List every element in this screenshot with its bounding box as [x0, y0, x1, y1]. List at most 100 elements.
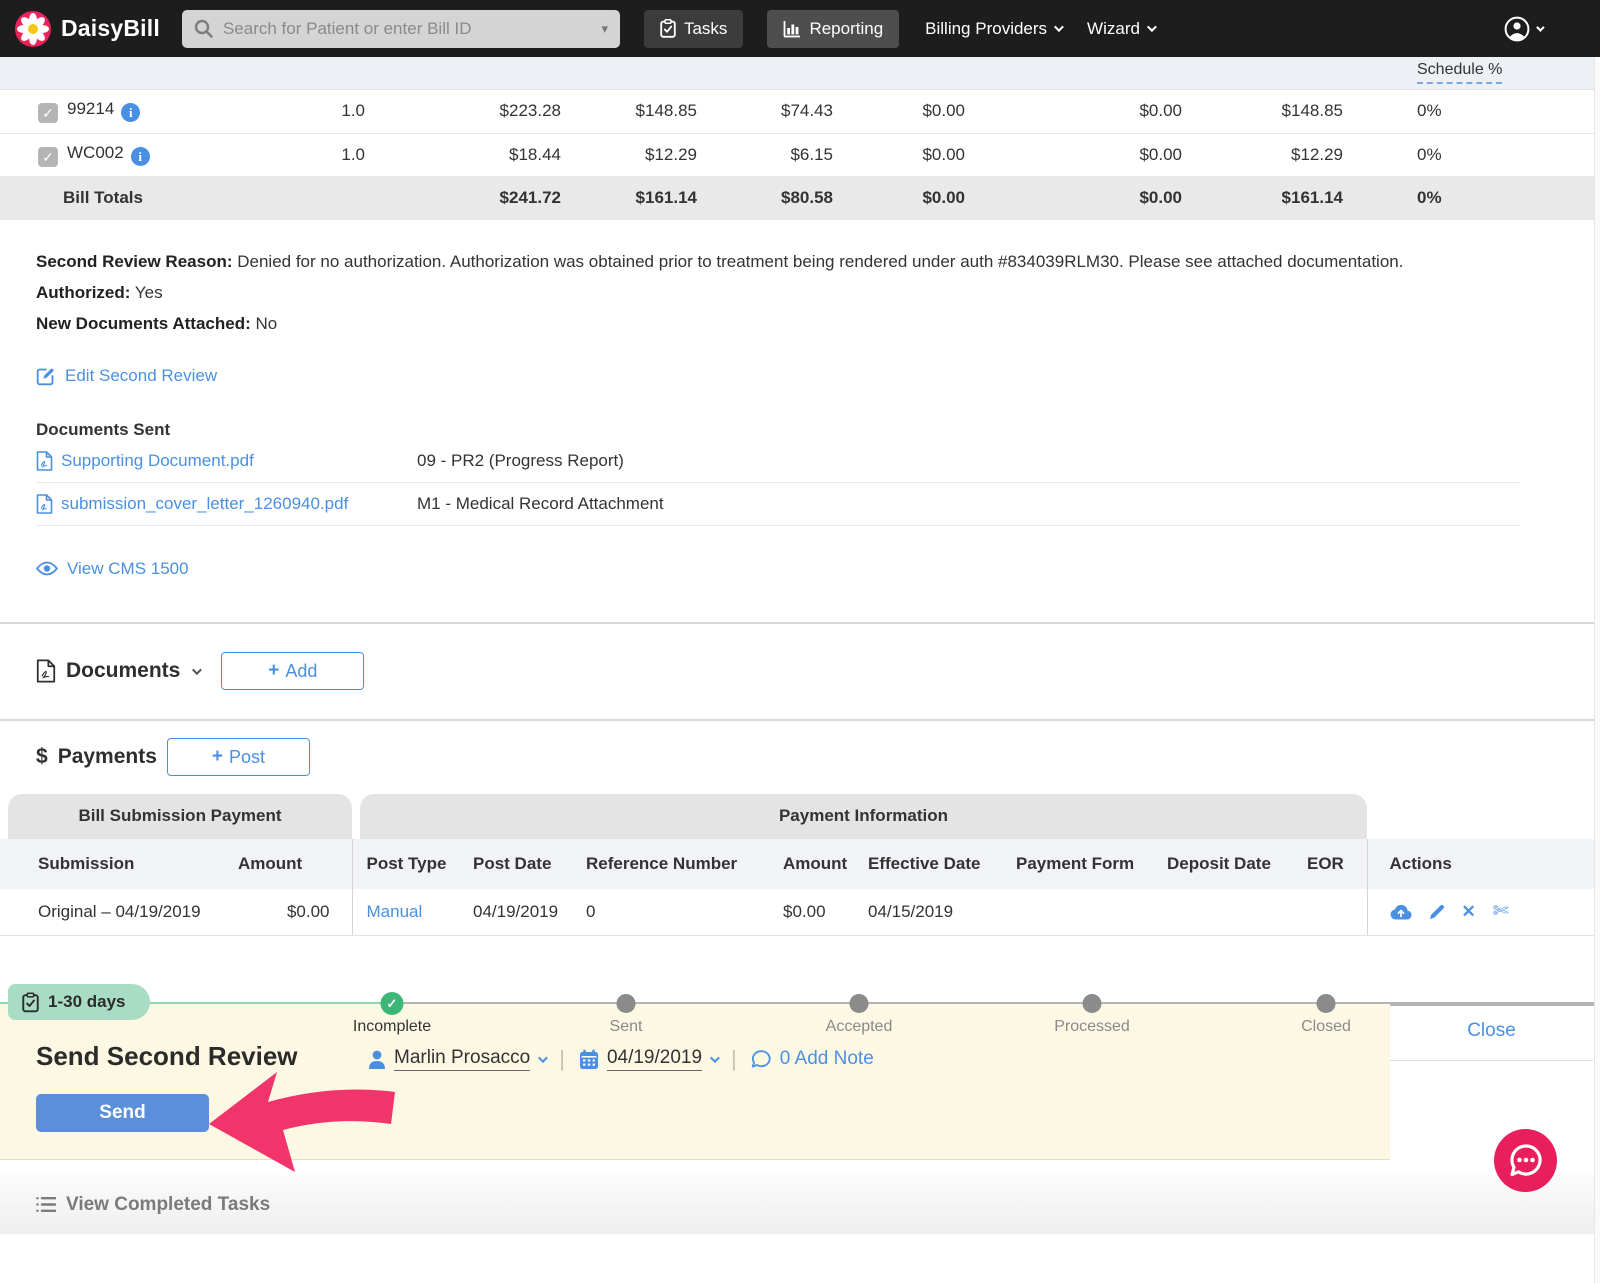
edit-pencil-icon — [36, 366, 56, 386]
procedure-code: 99214 — [67, 99, 115, 119]
scrollbar-track[interactable] — [1594, 57, 1600, 1283]
new-documents-line: New Documents Attached: No — [36, 308, 1520, 339]
total-balance: $161.14 — [1182, 176, 1343, 220]
effective-date-cell: 04/15/2019 — [868, 888, 1016, 936]
document-type: M1 - Medical Record Attachment — [417, 493, 664, 513]
pdf-file-icon — [36, 493, 53, 514]
deposit-date-cell — [1167, 888, 1307, 936]
timeline-label-processed: Processed — [1054, 1018, 1130, 1035]
total-schedule: 0% — [1343, 176, 1600, 220]
search-box[interactable]: ▾ — [181, 9, 620, 48]
timeline-node-processed — [1082, 994, 1102, 1013]
post-payment-button[interactable]: + Post — [166, 738, 310, 776]
total-paid: $0.00 — [833, 176, 965, 220]
add-document-button[interactable]: + Add — [221, 652, 365, 690]
edit-second-review-link[interactable]: Edit Second Review — [36, 366, 1600, 386]
upload-eor-icon[interactable] — [1390, 904, 1412, 920]
account-menu[interactable] — [1504, 16, 1545, 42]
bill-totals-label: Bill Totals — [0, 176, 300, 220]
task-title: Send Second Review — [36, 1041, 298, 1071]
plus-icon: + — [268, 660, 280, 681]
paid-cell: $0.00 — [965, 90, 1182, 134]
daisybill-logo-icon — [14, 10, 52, 48]
search-icon — [194, 19, 213, 38]
document-link[interactable]: submission_cover_letter_1260940.pdf — [36, 494, 417, 514]
payment-form-cell — [1016, 888, 1167, 936]
due-date-value[interactable]: 04/19/2019 — [606, 1047, 703, 1071]
post-button-label: Post — [228, 746, 265, 767]
tasks-button[interactable]: Tasks — [643, 9, 744, 48]
column-header: Amount — [238, 838, 352, 889]
top-nav: DaisyBill ▾ Tasks Reporting Billing Prov… — [0, 0, 1600, 57]
chat-bubble-icon — [1506, 1141, 1546, 1181]
charged-cell: $18.44 — [365, 133, 561, 177]
info-icon[interactable]: i — [130, 146, 150, 166]
post-type-link[interactable]: Manual — [351, 888, 473, 936]
adjustment-cell: $74.43 — [697, 90, 833, 134]
view-cms-1500-link[interactable]: View CMS 1500 — [36, 559, 1600, 579]
search-input[interactable] — [222, 18, 594, 39]
authorized-label: Authorized: — [36, 282, 131, 302]
total-paid: $0.00 — [965, 176, 1182, 220]
schedule-percent-header[interactable]: Schedule % — [1417, 61, 1503, 84]
reporting-button[interactable]: Reporting — [767, 9, 900, 48]
second-review-reason: Second Review Reason: Denied for no auth… — [36, 246, 1520, 277]
list-item: submission_cover_letter_1260940.pdf M1 -… — [36, 483, 1520, 526]
chevron-down-icon — [1536, 22, 1545, 32]
paid-cell: $0.00 — [833, 133, 965, 177]
chevron-down-icon — [538, 1052, 549, 1063]
new-documents-label: New Documents Attached: — [36, 313, 251, 333]
table-row: ✓ WC002 i 1.0 $18.44 $12.29 $6.15 $0.00 $0… — [0, 133, 1600, 177]
column-header: Post Date — [473, 838, 586, 889]
wizard-menu[interactable]: Wizard — [1087, 18, 1157, 39]
chat-support-button[interactable] — [1494, 1129, 1557, 1192]
row-checkbox[interactable]: ✓ — [38, 146, 58, 167]
add-note-label: 0 Add Note — [779, 1048, 874, 1069]
column-header: Reference Number — [586, 838, 783, 889]
bill-totals-row: Bill Totals $241.72 $161.14 $80.58 $0.00… — [0, 176, 1600, 220]
bottom-bar: View Completed Tasks — [0, 1175, 1600, 1234]
chevron-down-icon — [1146, 22, 1157, 33]
close-task-link[interactable]: Close — [1467, 1020, 1516, 1041]
info-icon[interactable]: i — [121, 103, 141, 123]
user-avatar-icon — [1504, 16, 1530, 42]
balance-cell: $12.29 — [1182, 133, 1343, 177]
bill-submission-payment-tab: Bill Submission Payment — [8, 793, 352, 839]
row-checkbox[interactable]: ✓ — [38, 103, 58, 124]
divider: | — [559, 1046, 565, 1071]
timeline-node-sent — [616, 994, 636, 1013]
charged-cell: $223.28 — [365, 90, 561, 134]
wizard-label: Wizard — [1087, 18, 1140, 38]
clipboard-check-icon — [22, 991, 39, 1013]
tasks-label: Tasks — [683, 18, 728, 38]
brand-name: DaisyBill — [61, 15, 160, 41]
procedure-code: WC002 — [67, 142, 124, 162]
schedule-cell: 0% — [1343, 133, 1600, 177]
assignee-control[interactable]: Marlin Prosacco — [368, 1047, 549, 1071]
balance-cell: $148.85 — [1182, 90, 1343, 134]
workflow-area: 1-30 days ✓ Close Incomplete Sent Accept… — [0, 936, 1600, 1234]
view-completed-tasks-link[interactable]: View Completed Tasks — [36, 1194, 270, 1216]
send-button[interactable]: Send — [36, 1094, 209, 1132]
person-icon — [368, 1050, 386, 1069]
due-date-control[interactable]: 04/19/2019 — [579, 1047, 720, 1071]
payments-section-title: Payments — [57, 745, 157, 768]
billing-providers-menu[interactable]: Billing Providers — [925, 19, 1064, 39]
total-adjustment: $80.58 — [697, 176, 833, 220]
edit-payment-icon[interactable] — [1429, 904, 1445, 920]
search-dropdown-caret[interactable]: ▾ — [601, 20, 608, 36]
units-cell: 1.0 — [300, 133, 365, 177]
delete-payment-icon[interactable]: ✕ — [1461, 901, 1476, 921]
documents-section-header: Documents + Add — [0, 624, 1600, 721]
add-note-link[interactable]: 0 Add Note — [751, 1048, 874, 1070]
payment-table-groups: Bill Submission Payment Payment Informat… — [0, 793, 1600, 839]
brand[interactable]: DaisyBill — [14, 10, 160, 48]
chevron-down-icon[interactable] — [192, 664, 203, 675]
timeline-label-sent: Sent — [609, 1018, 643, 1035]
reporting-chart-icon — [783, 20, 801, 38]
column-header: Effective Date — [868, 838, 1016, 889]
document-link[interactable]: Supporting Document.pdf — [36, 451, 417, 471]
scissors-icon[interactable]: ✄ — [1492, 901, 1509, 923]
payment-information-tab: Payment Information — [360, 793, 1367, 839]
assignee-name[interactable]: Marlin Prosacco — [394, 1047, 531, 1071]
